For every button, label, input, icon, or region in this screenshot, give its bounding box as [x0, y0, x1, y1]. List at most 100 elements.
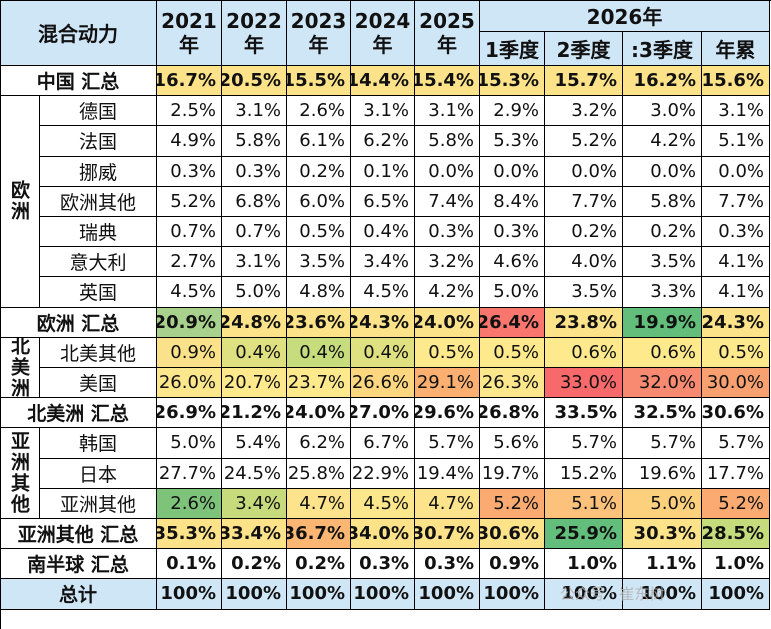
- table-cell: 0.0%: [702, 156, 770, 187]
- table-cell: 5.7%: [545, 428, 623, 459]
- table-cell: 5.0%: [157, 428, 222, 459]
- header-year-2: 2022 年: [222, 0, 287, 66]
- row-label: 北美其他: [40, 337, 157, 368]
- header-2026-sub-3: :3季度: [623, 32, 702, 66]
- table-cell: 15.7%: [545, 66, 623, 97]
- table-cell: 6.7%: [351, 428, 415, 459]
- table-cell: 0.9%: [157, 337, 222, 368]
- group-label-asia_other: 亚洲其他: [0, 428, 40, 519]
- table-cell: 32.5%: [623, 398, 702, 429]
- table-cell: 26.6%: [351, 368, 415, 399]
- table-cell: 6.0%: [287, 186, 351, 217]
- table-cell: 0.9%: [480, 549, 545, 580]
- row-label: 日本: [40, 458, 157, 489]
- table-cell: 2.9%: [480, 96, 545, 127]
- table-cell: 3.5%: [545, 277, 623, 308]
- table-cell: 24.3%: [351, 307, 415, 338]
- table-cell: 4.5%: [351, 488, 415, 519]
- table-cell: 29.6%: [415, 398, 480, 429]
- table-cell: 24.3%: [702, 307, 770, 338]
- header-year-5: 2025 年: [415, 0, 480, 66]
- table-cell: 25.8%: [287, 458, 351, 489]
- row-label: 北美洲 汇总: [0, 398, 157, 429]
- table-cell: 3.4%: [351, 247, 415, 278]
- row-label: 总计: [0, 579, 157, 610]
- row-label: 法国: [40, 126, 157, 157]
- table-cell: 100%: [480, 579, 545, 610]
- table-cell: 5.7%: [415, 428, 480, 459]
- table-cell: 26.8%: [480, 398, 545, 429]
- table-cell: 0.3%: [480, 217, 545, 248]
- row-label: 德国: [40, 96, 157, 127]
- header-2026-sub-4: 年累: [702, 32, 770, 66]
- table-cell: 0.3%: [351, 549, 415, 580]
- header-year-line: 年: [179, 32, 199, 57]
- table-cell: 3.4%: [222, 488, 287, 519]
- table-cell: 26.4%: [480, 307, 545, 338]
- table-cell: 30.0%: [702, 368, 770, 399]
- table-cell: 30.6%: [480, 519, 545, 550]
- row-label: 英国: [40, 277, 157, 308]
- table-cell: 3.1%: [222, 96, 287, 127]
- table-cell: 0.4%: [222, 337, 287, 368]
- table-cell: 5.2%: [545, 126, 623, 157]
- table-cell: 30.6%: [702, 398, 770, 429]
- table-cell: 6.1%: [287, 126, 351, 157]
- table-cell: 21.2%: [222, 398, 287, 429]
- table-cell: 15.3%: [480, 66, 545, 97]
- table-cell: 0.7%: [157, 217, 222, 248]
- table-cell: 4.9%: [157, 126, 222, 157]
- row-label: 亚洲其他: [40, 488, 157, 519]
- table-cell: 15.4%: [415, 66, 480, 97]
- table-cell: 26.3%: [480, 368, 545, 399]
- table-cell: 5.3%: [480, 126, 545, 157]
- table-cell: 34.0%: [351, 519, 415, 550]
- table-cell: 4.5%: [351, 277, 415, 308]
- table-cell: 19.9%: [623, 307, 702, 338]
- table-cell: 4.7%: [415, 488, 480, 519]
- table-cell: 0.2%: [287, 156, 351, 187]
- table-cell: 20.9%: [157, 307, 222, 338]
- table-cell: 26.0%: [157, 368, 222, 399]
- table-cell: 5.0%: [623, 488, 702, 519]
- header-corner: 混合动力: [0, 0, 157, 66]
- row-label: 南半球 汇总: [0, 549, 157, 580]
- table-cell: 0.0%: [415, 156, 480, 187]
- table-cell: 5.7%: [702, 428, 770, 459]
- table-cell: 33.5%: [545, 398, 623, 429]
- table-cell: 0.0%: [623, 156, 702, 187]
- table-cell: 4.1%: [702, 247, 770, 278]
- row-label: 中国 汇总: [0, 66, 157, 97]
- header-year-1: 2021 年: [157, 0, 222, 66]
- table-cell: 0.1%: [157, 549, 222, 580]
- header-year-line: 2025: [419, 8, 475, 33]
- table-cell: 15.5%: [287, 66, 351, 97]
- row-label: 亚洲其他 汇总: [0, 519, 157, 550]
- table-cell: 23.8%: [545, 307, 623, 338]
- table-cell: 15.6%: [702, 66, 770, 97]
- table-cell: 22.9%: [351, 458, 415, 489]
- table-cell: 0.6%: [623, 337, 702, 368]
- table-cell: 7.7%: [702, 186, 770, 217]
- table-cell: 5.1%: [702, 126, 770, 157]
- table-cell: 100%: [157, 579, 222, 610]
- table-cell: 17.7%: [702, 458, 770, 489]
- table-cell: 100%: [222, 579, 287, 610]
- table-cell: 33.4%: [222, 519, 287, 550]
- table-cell: 0.2%: [545, 217, 623, 248]
- table-cell: 5.2%: [480, 488, 545, 519]
- table-cell: 5.8%: [222, 126, 287, 157]
- table-cell: 23.6%: [287, 307, 351, 338]
- table-cell: 20.7%: [222, 368, 287, 399]
- header-year-line: 2022: [226, 8, 282, 33]
- header-2026-group: 2026年: [480, 0, 770, 32]
- table-cell: 35.3%: [157, 519, 222, 550]
- table-cell: 26.9%: [157, 398, 222, 429]
- table-cell: 32.0%: [623, 368, 702, 399]
- table-cell: 0.4%: [351, 217, 415, 248]
- table-cell: 24.8%: [222, 307, 287, 338]
- table-cell: 30.3%: [623, 519, 702, 550]
- table-cell: 19.6%: [623, 458, 702, 489]
- table-cell: 16.2%: [623, 66, 702, 97]
- header-year-line: 年: [372, 32, 393, 57]
